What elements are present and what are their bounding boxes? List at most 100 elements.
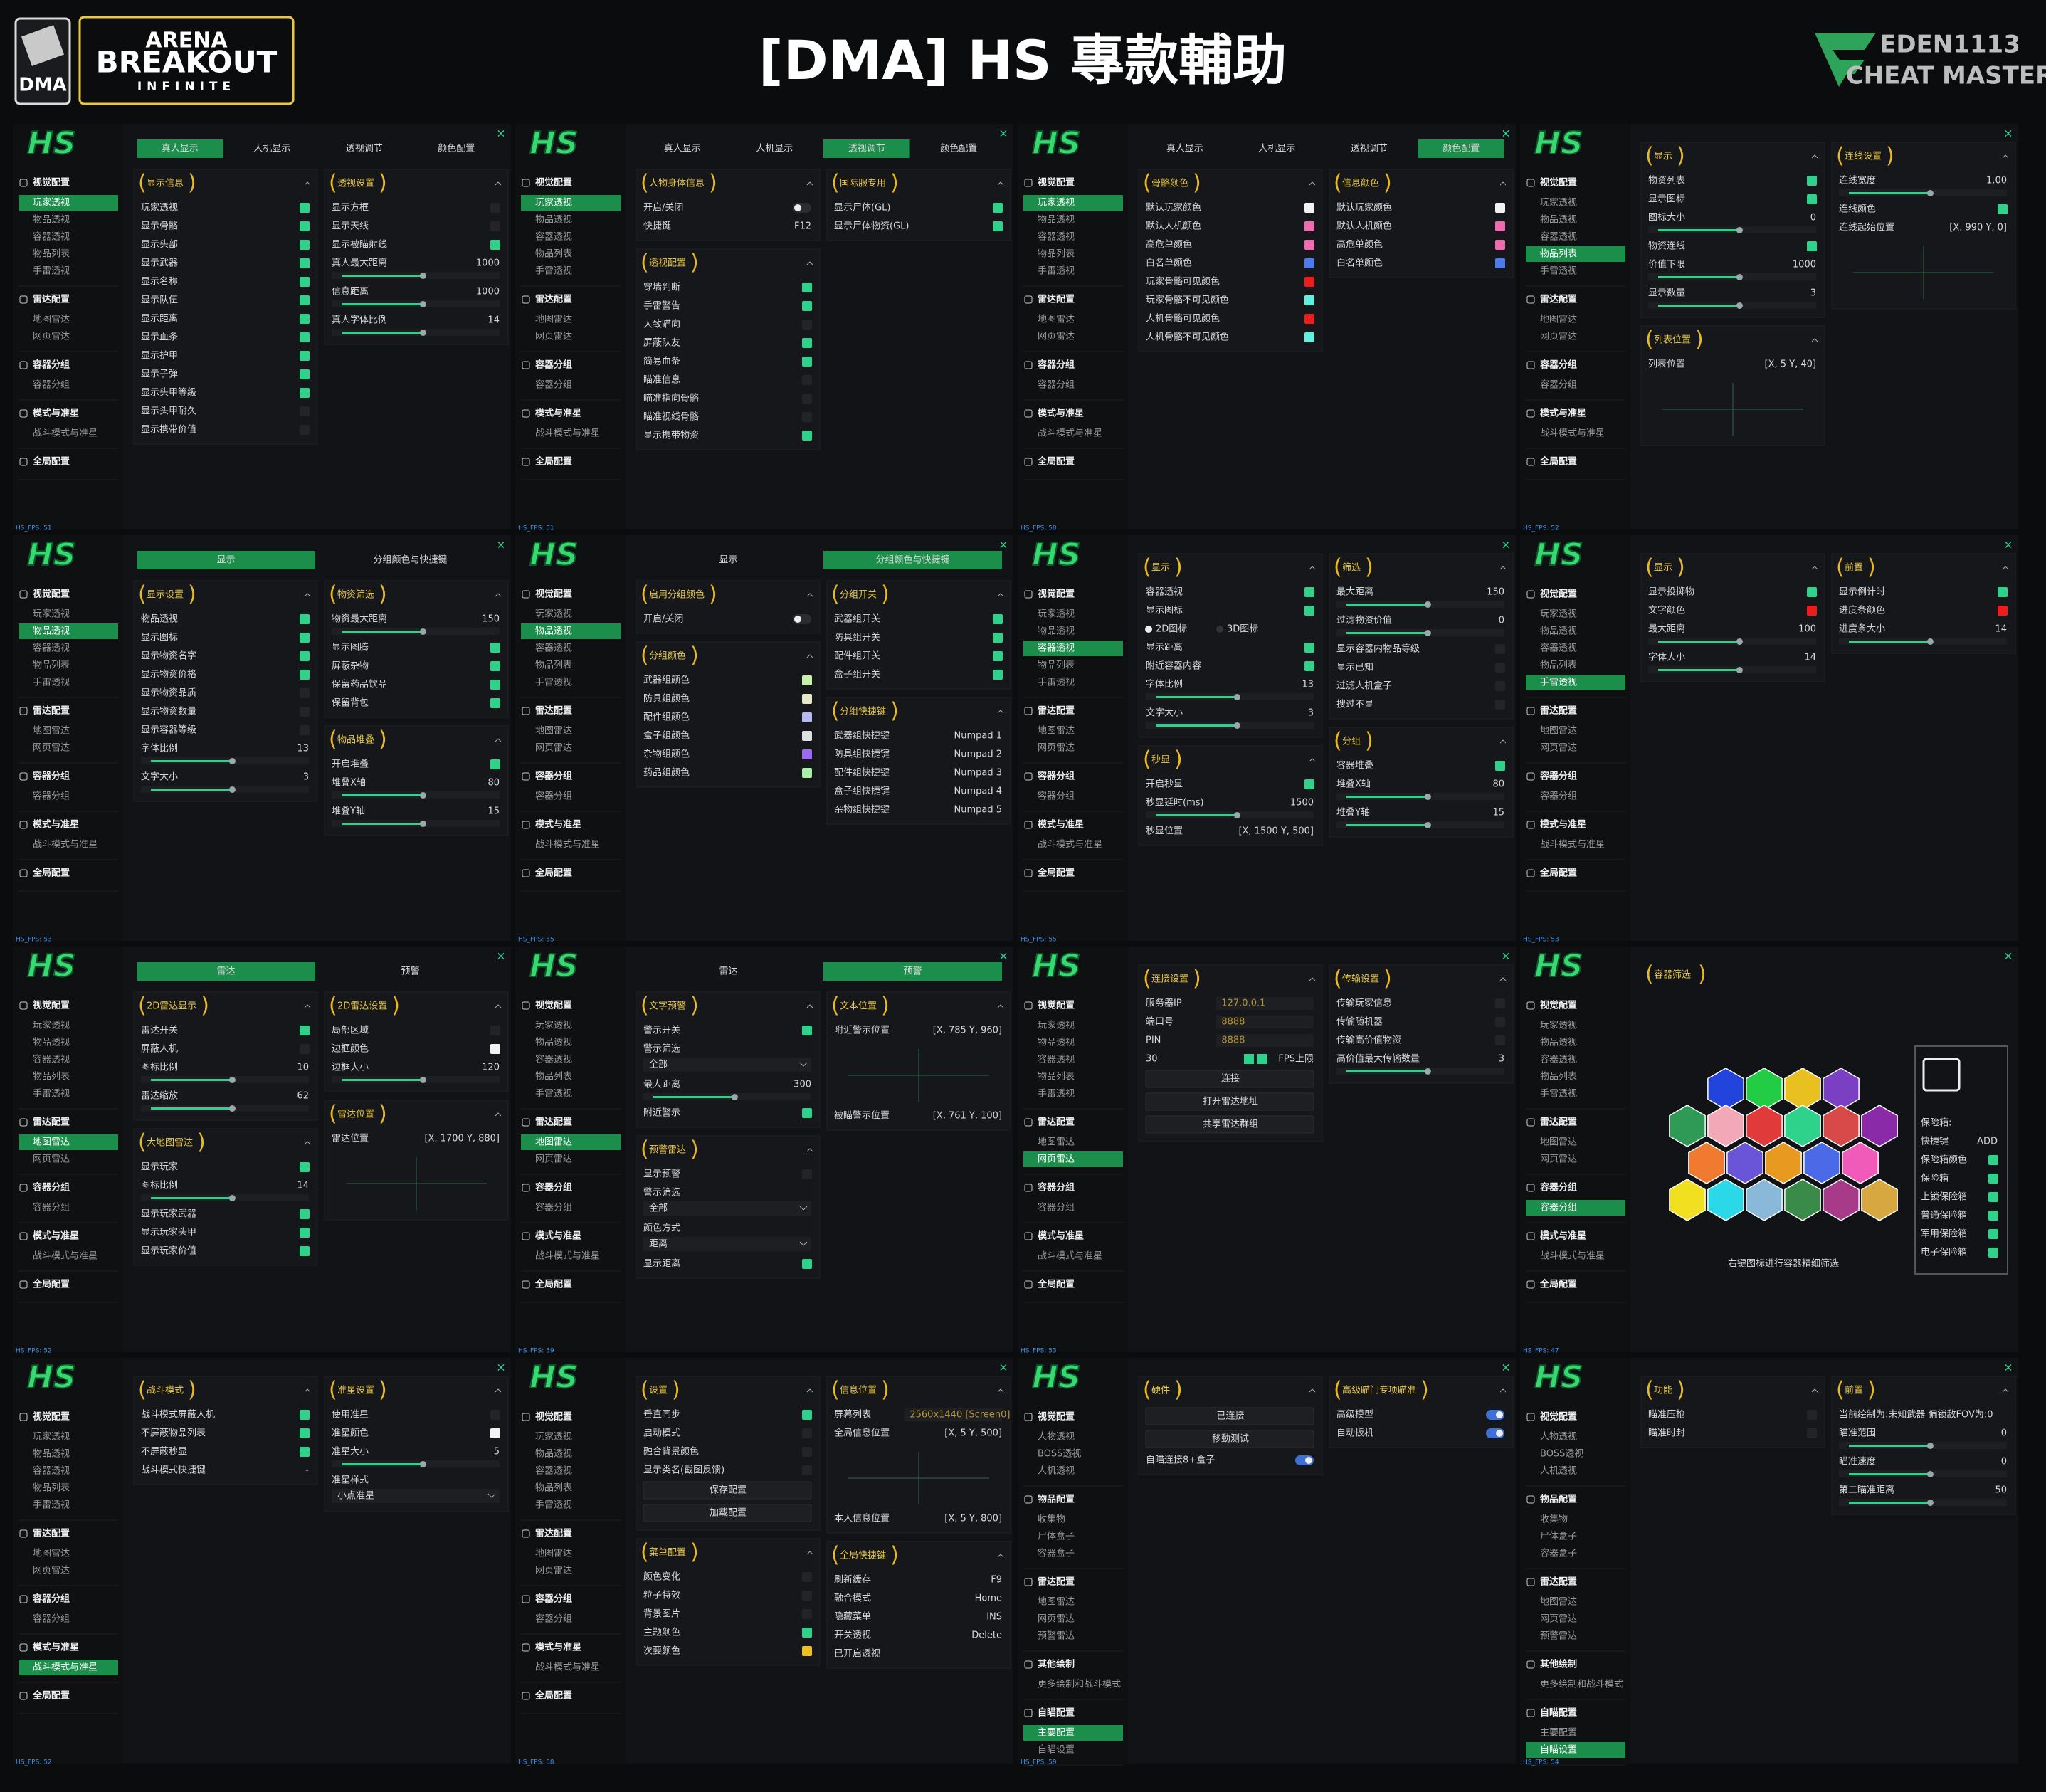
sidebar-item[interactable]: 人物透视 [1038,1432,1075,1443]
tab[interactable]: 显示 [216,555,235,566]
close-button[interactable]: × [998,949,1008,963]
container-hex[interactable] [1726,1142,1763,1184]
sidebar-item[interactable]: 网页雷达 [1540,332,1577,342]
sidebar-item[interactable]: 玩家透视 [535,1020,572,1031]
sidebar-item[interactable]: 网页雷达 [1540,743,1577,754]
tab[interactable]: 显示 [719,555,737,566]
sidebar-item[interactable]: 网页雷达 [33,743,70,754]
tab[interactable]: 透视调节 [346,144,383,154]
sidebar-item[interactable]: 战斗模式与准星 [1540,1251,1605,1262]
sidebar-item[interactable]: 玩家透视 [33,1431,70,1443]
container-hex[interactable] [1784,1105,1821,1147]
sidebar-item[interactable]: 玩家透视 [33,197,70,209]
sidebar-item[interactable]: 物品透视 [1038,626,1075,637]
tab[interactable]: 透视调节 [1351,144,1388,154]
sidebar-item[interactable]: 手雷透视 [33,678,70,688]
sidebar-item[interactable]: 收集物 [1540,1514,1568,1525]
sidebar-item[interactable]: 网页雷达 [1038,1154,1075,1165]
sidebar-item[interactable]: 自瞄设置 [1540,1745,1577,1756]
close-button[interactable]: × [496,949,505,963]
sidebar-item[interactable]: 人机透视 [1038,1466,1075,1477]
sidebar-item[interactable]: 地图雷达 [33,315,70,325]
sidebar-item[interactable]: 手雷透视 [535,1500,572,1511]
sidebar-item[interactable]: 物品列表 [1540,660,1577,671]
sidebar-item[interactable]: 容器透视 [535,643,572,654]
sidebar-item[interactable]: 物品列表 [1038,1072,1075,1082]
sidebar-item[interactable]: 容器盒子 [1038,1548,1075,1559]
sidebar-item[interactable]: 容器分组 [535,1613,572,1625]
sidebar-item[interactable]: 容器分组 [1540,1202,1577,1213]
container-hex[interactable] [1765,1142,1802,1184]
tab[interactable]: 预警 [401,966,419,977]
tab[interactable]: 透视调节 [848,144,885,154]
close-button[interactable]: × [1501,949,1510,963]
sidebar-item[interactable]: 物品列表 [1540,1072,1577,1082]
sidebar-item[interactable]: 自瞄设置 [1038,1745,1075,1756]
sidebar-item[interactable]: 物品列表 [535,1483,572,1494]
sidebar-item[interactable]: 网页雷达 [1038,1614,1075,1625]
tab[interactable]: 人机显示 [756,144,793,154]
sidebar-item[interactable]: 容器分组 [33,791,70,802]
sidebar-item[interactable]: 容器分组 [1540,791,1577,802]
sidebar-item[interactable]: 收集物 [1038,1514,1065,1525]
sidebar-item[interactable]: 物品透视 [1540,215,1577,226]
container-hex[interactable] [1861,1105,1898,1147]
tab[interactable]: 真人显示 [664,144,701,154]
sidebar-item[interactable]: 地图雷达 [1540,1597,1577,1608]
sidebar-item[interactable]: 人机透视 [1540,1466,1577,1477]
sidebar-item[interactable]: 地图雷达 [535,315,572,325]
sidebar-item[interactable]: 手雷透视 [1038,266,1075,277]
sidebar-item[interactable]: 地图雷达 [33,1549,70,1559]
sidebar-item[interactable]: 人物透视 [1540,1432,1577,1443]
sidebar-item[interactable]: 容器透视 [33,1054,70,1065]
container-hex[interactable] [1823,1179,1860,1221]
sidebar-item[interactable]: 容器分组 [33,379,70,391]
sidebar-item[interactable]: 容器透视 [33,231,70,243]
sidebar-item[interactable]: 战斗模式与准星 [535,1251,600,1262]
sidebar-item[interactable]: 网页雷达 [535,1154,572,1165]
sidebar-item[interactable]: 玩家透视 [535,1431,572,1443]
sidebar-item[interactable]: 玩家透视 [535,197,572,209]
close-button[interactable]: × [2003,949,2013,963]
sidebar-item[interactable]: 手雷透视 [535,266,572,277]
close-button[interactable]: × [1501,127,1510,140]
sidebar-item[interactable]: 预警雷达 [1038,1630,1075,1642]
sidebar-item[interactable]: 网页雷达 [33,1566,70,1576]
sidebar-item[interactable]: 容器分组 [535,379,572,391]
sidebar-item[interactable]: 物品列表 [535,249,572,260]
container-hex[interactable] [1861,1179,1898,1221]
sidebar-item[interactable]: 网页雷达 [535,332,572,342]
sidebar-item[interactable]: 网页雷达 [1038,743,1075,754]
sidebar-item[interactable]: 手雷透视 [535,1089,572,1100]
sidebar-item[interactable]: 容器分组 [1038,379,1075,391]
sidebar-item[interactable]: 手雷透视 [1038,678,1075,688]
sidebar-item[interactable]: 战斗模式与准星 [1540,840,1605,850]
sidebar-item[interactable]: 容器透视 [535,1465,572,1477]
sidebar-item[interactable]: 物品列表 [33,660,70,671]
sidebar-item[interactable]: 物品透视 [1540,1038,1577,1048]
sidebar-item[interactable]: 物品列表 [535,1072,572,1082]
tab[interactable]: 预警 [903,966,922,977]
sidebar-item[interactable]: 战斗模式与准星 [535,840,600,850]
sidebar-item[interactable]: 手雷透视 [33,266,70,277]
sidebar-item[interactable]: 玩家透视 [1038,197,1075,209]
sidebar-item[interactable]: 玩家透视 [33,608,70,620]
sidebar-item[interactable]: 物品列表 [1038,660,1075,671]
sidebar-item[interactable]: BOSS透视 [1038,1449,1081,1460]
sidebar-item[interactable]: 战斗模式与准星 [33,1251,97,1262]
sidebar-item[interactable]: 手雷透视 [1038,1089,1075,1100]
sidebar-item[interactable]: 容器分组 [1038,1202,1075,1213]
sidebar-item[interactable]: 更多绘制和战斗模式 [1038,1679,1121,1690]
sidebar-item[interactable]: 容器分组 [535,791,572,802]
sidebar-item[interactable]: 物品透视 [1038,215,1075,226]
sidebar-item[interactable]: 容器分组 [33,1613,70,1625]
sidebar-item[interactable]: 玩家透视 [1540,197,1577,209]
sidebar-item[interactable]: 网页雷达 [1540,1154,1577,1165]
sidebar-item[interactable]: 容器透视 [1038,643,1075,654]
sidebar-item[interactable]: 物品透视 [535,1449,572,1460]
sidebar-item[interactable]: 物品透视 [33,215,70,226]
container-hex[interactable] [1669,1179,1706,1221]
sidebar-item[interactable]: 玩家透视 [535,608,572,620]
sidebar-item[interactable]: 容器透视 [1540,643,1577,654]
container-hex[interactable] [1842,1142,1879,1184]
